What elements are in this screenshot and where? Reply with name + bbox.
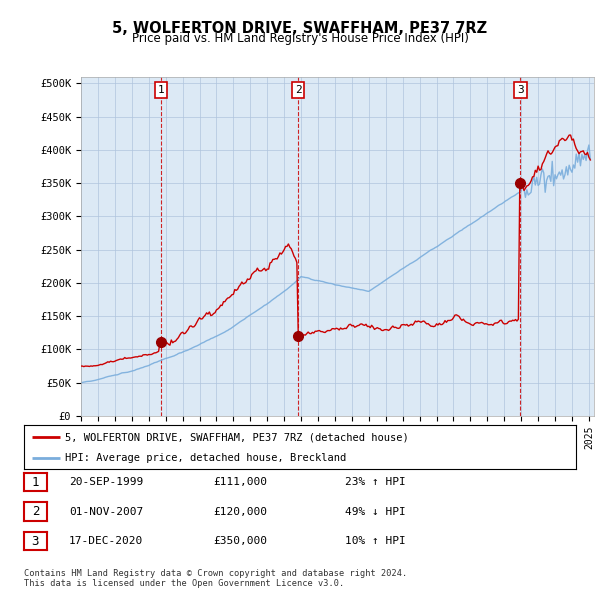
Text: 2: 2 bbox=[32, 505, 39, 518]
Text: £111,000: £111,000 bbox=[213, 477, 267, 487]
Text: 2: 2 bbox=[295, 85, 302, 95]
Text: Price paid vs. HM Land Registry's House Price Index (HPI): Price paid vs. HM Land Registry's House … bbox=[131, 32, 469, 45]
Text: 17-DEC-2020: 17-DEC-2020 bbox=[69, 536, 143, 546]
Text: 3: 3 bbox=[517, 85, 524, 95]
Text: £350,000: £350,000 bbox=[213, 536, 267, 546]
Text: 01-NOV-2007: 01-NOV-2007 bbox=[69, 507, 143, 516]
Text: 5, WOLFERTON DRIVE, SWAFFHAM, PE37 7RZ (detached house): 5, WOLFERTON DRIVE, SWAFFHAM, PE37 7RZ (… bbox=[65, 432, 409, 442]
Text: 1: 1 bbox=[32, 476, 39, 489]
Text: Contains HM Land Registry data © Crown copyright and database right 2024.
This d: Contains HM Land Registry data © Crown c… bbox=[24, 569, 407, 588]
Text: 3: 3 bbox=[32, 535, 39, 548]
Text: 20-SEP-1999: 20-SEP-1999 bbox=[69, 477, 143, 487]
Text: 49% ↓ HPI: 49% ↓ HPI bbox=[345, 507, 406, 516]
Text: 5, WOLFERTON DRIVE, SWAFFHAM, PE37 7RZ: 5, WOLFERTON DRIVE, SWAFFHAM, PE37 7RZ bbox=[112, 21, 488, 35]
Text: HPI: Average price, detached house, Breckland: HPI: Average price, detached house, Brec… bbox=[65, 453, 347, 463]
Text: £120,000: £120,000 bbox=[213, 507, 267, 516]
Text: 10% ↑ HPI: 10% ↑ HPI bbox=[345, 536, 406, 546]
Text: 23% ↑ HPI: 23% ↑ HPI bbox=[345, 477, 406, 487]
Text: 1: 1 bbox=[157, 85, 164, 95]
